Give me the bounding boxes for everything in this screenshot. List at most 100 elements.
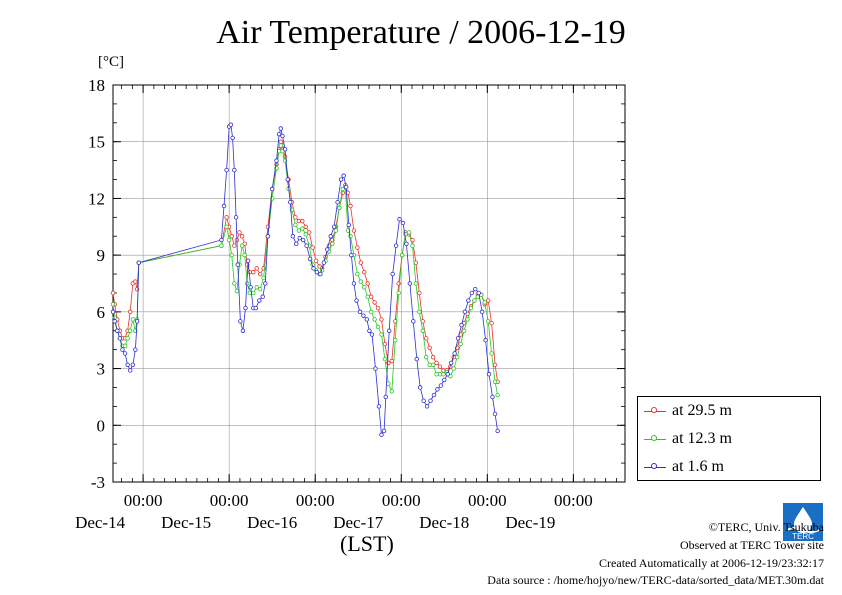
- series-point-1: [293, 222, 298, 228]
- series-point-2: [311, 266, 316, 271]
- series-point-2: [300, 237, 306, 243]
- x-tick-day-label: Dec-18: [419, 513, 469, 532]
- series-point-2: [136, 260, 142, 265]
- series-point-2: [376, 404, 382, 409]
- series-point-2: [438, 383, 444, 388]
- legend-item-29-5m: at 29.5 m: [644, 400, 732, 422]
- series-point-2: [357, 309, 363, 315]
- series-point-2: [280, 133, 285, 139]
- series-point-2: [414, 356, 419, 362]
- series-point-1: [229, 252, 234, 258]
- series-point-0: [239, 234, 245, 239]
- series-point-2: [486, 372, 492, 377]
- series-point-0: [427, 345, 432, 350]
- series-point-2: [418, 385, 423, 390]
- series-point-0: [313, 258, 319, 264]
- terc-logo-icon: TERC: [783, 503, 823, 541]
- series-point-2: [469, 290, 475, 296]
- x-tick-day-label: Dec-17: [333, 513, 384, 532]
- series-point-1: [122, 343, 128, 349]
- series-point-2: [341, 173, 346, 178]
- series-point-2: [125, 362, 130, 367]
- series-point-2: [274, 158, 279, 163]
- x-tick-day-label: Dec-19: [505, 513, 555, 532]
- series-point-2: [265, 234, 271, 239]
- series-line-2: [112, 123, 498, 436]
- series-point-1: [254, 285, 259, 290]
- x-tick-time-label: 00:00: [468, 491, 507, 510]
- series-point-1: [413, 281, 419, 286]
- footer-created: Created Automatically at 2006-12-19/23:3…: [599, 556, 824, 570]
- series-point-2: [304, 243, 309, 248]
- legend-label-12-3m: at 12.3 m: [672, 430, 732, 447]
- series-point-2: [307, 256, 313, 262]
- series-point-0: [389, 358, 395, 364]
- series-point-0: [424, 336, 429, 341]
- x-tick-day-label: Dec-16: [247, 513, 297, 532]
- series-point-1: [399, 252, 405, 258]
- series-point-1: [257, 286, 263, 292]
- series-point-2: [260, 294, 265, 299]
- series-point-0: [133, 279, 138, 284]
- series-point-0: [434, 360, 439, 366]
- series-point-1: [489, 351, 494, 356]
- series-point-2: [431, 392, 437, 398]
- series-point-2: [269, 186, 275, 192]
- legend-item-1-6m: at 1.6 m: [644, 456, 724, 478]
- series-point-2: [338, 177, 344, 182]
- series-point-0: [232, 243, 237, 248]
- series-point-1: [296, 228, 302, 233]
- legend-marker-29-5m: [644, 406, 666, 416]
- legend-marker-12-3m: [644, 434, 666, 444]
- series-point-2: [343, 184, 349, 190]
- series-point-2: [476, 290, 481, 296]
- series-point-0: [485, 298, 491, 303]
- series-point-2: [282, 147, 288, 152]
- series-point-2: [466, 298, 471, 303]
- series-point-0: [306, 230, 312, 235]
- series-point-0: [310, 245, 315, 250]
- series-point-1: [375, 324, 381, 330]
- series-point-1: [417, 309, 422, 315]
- series-point-1: [362, 285, 367, 290]
- x-tick-day-label: Dec-15: [161, 513, 211, 532]
- series-point-2: [381, 428, 387, 434]
- series-point-2: [435, 387, 440, 392]
- series-point-2: [445, 372, 450, 377]
- series-point-1: [300, 226, 305, 231]
- series-point-1: [455, 355, 460, 360]
- series-point-0: [351, 228, 357, 233]
- series-point-1: [278, 143, 283, 148]
- series-point-2: [462, 309, 468, 315]
- x-tick-day-label: Dec-14: [75, 513, 126, 532]
- series-point-1: [128, 328, 133, 333]
- series-point-2: [373, 366, 378, 371]
- series-point-2: [354, 298, 359, 303]
- x-axis-label: (LST): [340, 531, 394, 556]
- series-point-0: [362, 269, 367, 275]
- series-point-1: [389, 389, 395, 394]
- x-tick-time-label: 00:00: [210, 491, 249, 510]
- series-point-2: [387, 328, 392, 333]
- series-point-2: [288, 200, 293, 205]
- series-point-0: [303, 224, 308, 229]
- y-tick-label: 18: [88, 76, 105, 95]
- series-point-2: [110, 309, 116, 315]
- series-point-2: [383, 394, 388, 400]
- series-point-1: [451, 366, 456, 371]
- series-point-1: [468, 305, 474, 311]
- series-point-1: [386, 381, 391, 386]
- series-point-1: [261, 275, 266, 281]
- series-point-0: [358, 260, 364, 265]
- series-point-0: [278, 139, 283, 144]
- series-point-2: [448, 360, 454, 366]
- series-point-2: [130, 362, 135, 367]
- footer-copyright: ©TERC, Univ. Tsukuba: [708, 520, 824, 534]
- series-point-1: [441, 372, 446, 377]
- series-point-1: [333, 228, 339, 233]
- series-point-1: [110, 302, 116, 307]
- series-point-2: [390, 271, 395, 277]
- series-point-2: [483, 338, 488, 343]
- y-tick-label: 6: [97, 303, 106, 322]
